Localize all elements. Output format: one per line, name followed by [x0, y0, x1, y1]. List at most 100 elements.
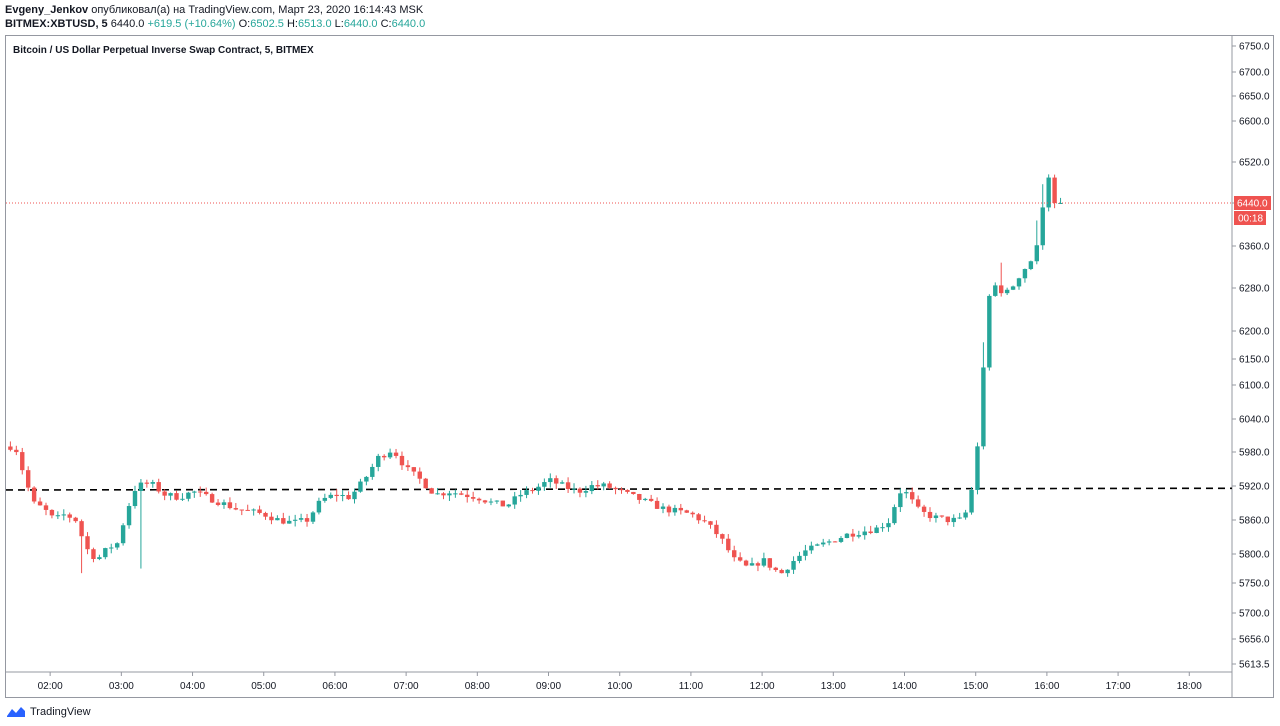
- candle: [233, 503, 239, 511]
- price-axis[interactable]: 6750.0 6700.0 6650.0 6600.0 6520.0 6440.0 6360…: [1231, 36, 1270, 697]
- candle: [880, 522, 885, 532]
- candle: [61, 509, 66, 521]
- candle: [470, 491, 476, 502]
- candle: [601, 481, 606, 491]
- candle: [684, 509, 689, 513]
- candle: [215, 499, 221, 507]
- high-label: H:: [286, 18, 298, 30]
- candle: [144, 479, 150, 488]
- time-tick-label: 02:00: [38, 681, 63, 692]
- candle: [245, 504, 250, 511]
- price-tick-label: 6600.0: [1239, 117, 1270, 128]
- time-tick-label: 13:00: [821, 681, 846, 692]
- candle: [364, 475, 369, 486]
- candle: [14, 445, 19, 456]
- candle: [91, 547, 96, 563]
- candle: [749, 557, 755, 566]
- candle: [25, 466, 31, 492]
- candle: [340, 490, 345, 502]
- candle: [494, 500, 500, 504]
- candle: [358, 478, 363, 493]
- candle: [1004, 287, 1010, 296]
- time-tick-label: 11:00: [679, 681, 704, 692]
- candle: [755, 561, 761, 572]
- candle: [524, 486, 529, 499]
- candle: [162, 489, 167, 501]
- price-tick-label: 5700.0: [1239, 609, 1270, 620]
- candle: [993, 282, 998, 297]
- candle: [868, 525, 873, 535]
- candle: [767, 558, 773, 571]
- time-axis[interactable]: 02:00 03:00 04:00 05:00 06:00 07:00 08:00 09:00…: [6, 671, 1232, 692]
- candle: [797, 551, 802, 564]
- price-tick-label: 6360.0: [1239, 242, 1270, 253]
- candle: [927, 507, 933, 522]
- candle: [933, 512, 939, 523]
- candle: [619, 487, 624, 494]
- candle: [316, 497, 322, 515]
- candle: [732, 545, 737, 562]
- candle: [150, 479, 155, 488]
- time-tick-label: 07:00: [394, 681, 419, 692]
- candle: [186, 491, 191, 502]
- candle: [298, 513, 304, 523]
- candle: [310, 511, 316, 525]
- candle: [696, 513, 701, 524]
- candle: [453, 489, 458, 498]
- candle: [975, 442, 980, 495]
- price-tick-label: 6650.0: [1239, 92, 1270, 103]
- candle: [577, 487, 583, 498]
- candle: [761, 552, 767, 568]
- candle: [20, 447, 25, 475]
- candle: [678, 503, 684, 515]
- candle: [892, 504, 897, 525]
- candle: [393, 448, 399, 459]
- header-line-1: Evgeny_Jenkov опубликовал(а) на TradingV…: [5, 3, 423, 17]
- candle: [352, 488, 357, 504]
- time-tick-label: 12:00: [750, 681, 775, 692]
- candle: [1010, 285, 1016, 291]
- candle: [322, 493, 328, 503]
- candle: [435, 487, 440, 495]
- footer: TradingView: [6, 704, 91, 720]
- time-tick-label: 03:00: [109, 681, 134, 692]
- candle: [97, 554, 102, 561]
- candle: [690, 511, 695, 518]
- price-overlay: 6440.0 00:18: [6, 196, 1271, 225]
- candle: [613, 486, 618, 495]
- support-line-layer: [6, 487, 1233, 491]
- candlestick-chart[interactable]: 6750.0 6700.0 6650.0 6600.0 6520.0 6440.0 6360…: [6, 36, 1273, 697]
- tradingview-logo-icon[interactable]: [6, 706, 26, 718]
- candle: [648, 494, 654, 502]
- candle: [720, 533, 725, 544]
- candle: [904, 489, 909, 499]
- candle: [999, 262, 1004, 297]
- candle: [73, 516, 78, 523]
- price-tick-label: 6750.0: [1239, 42, 1270, 53]
- candle: [376, 453, 381, 472]
- candle: [346, 491, 351, 500]
- low-value: 6440.0: [343, 18, 378, 30]
- price-tick-label: 6700.0: [1239, 68, 1270, 79]
- candle: [488, 498, 494, 506]
- candle: [910, 487, 915, 504]
- candle: [554, 475, 559, 490]
- candle: [269, 512, 274, 525]
- author-name[interactable]: Evgeny_Jenkov: [5, 4, 89, 16]
- time-tick-label: 14:00: [892, 681, 917, 692]
- candle: [304, 513, 310, 527]
- candle: [583, 485, 589, 498]
- candle: [1028, 260, 1034, 271]
- candle: [67, 512, 72, 523]
- candle: [459, 491, 464, 496]
- candle: [387, 448, 393, 459]
- price-tick-label: 5980.0: [1239, 448, 1270, 459]
- candle: [1034, 220, 1040, 265]
- candle: [631, 491, 636, 495]
- candle: [417, 467, 422, 484]
- candle: [506, 504, 511, 508]
- candle: [726, 534, 731, 553]
- chart-frame[interactable]: 6750.0 6700.0 6650.0 6600.0 6520.0 6440.0 6360…: [5, 35, 1274, 698]
- tradingview-brand[interactable]: TradingView: [30, 706, 91, 718]
- price-tick-label: 6150.0: [1239, 355, 1270, 366]
